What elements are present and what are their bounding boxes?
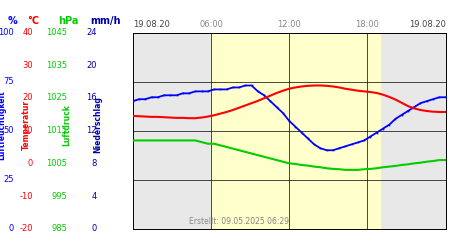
Text: 0: 0 (27, 159, 33, 168)
Text: 12: 12 (86, 126, 97, 135)
Text: mm/h: mm/h (90, 16, 121, 26)
Text: 1005: 1005 (46, 159, 68, 168)
Text: 1045: 1045 (46, 28, 68, 37)
Text: 18:00: 18:00 (356, 20, 379, 29)
Text: 75: 75 (3, 77, 14, 86)
Text: Luftdruck: Luftdruck (62, 104, 71, 146)
Text: 1015: 1015 (46, 126, 68, 135)
Text: Niederschlag: Niederschlag (94, 96, 103, 154)
Text: Erstellt: 09.05.2025 06:29: Erstellt: 09.05.2025 06:29 (189, 217, 289, 226)
Text: 0: 0 (91, 224, 97, 233)
Text: 30: 30 (22, 61, 33, 70)
Text: 0: 0 (9, 224, 14, 233)
Text: %: % (8, 16, 18, 26)
Text: 24: 24 (86, 28, 97, 37)
Text: 16: 16 (86, 94, 97, 102)
Text: 10: 10 (22, 126, 33, 135)
Text: -20: -20 (19, 224, 33, 233)
Text: 4: 4 (91, 192, 97, 200)
Text: 100: 100 (0, 28, 14, 37)
Text: 8: 8 (91, 159, 97, 168)
Text: 19.08.20: 19.08.20 (133, 20, 170, 29)
Text: 06:00: 06:00 (199, 20, 223, 29)
Text: 19.08.20: 19.08.20 (409, 20, 446, 29)
Bar (211, 32, 380, 229)
Text: -10: -10 (19, 192, 33, 200)
Text: 50: 50 (4, 126, 14, 135)
Text: hPa: hPa (58, 16, 79, 26)
Text: 995: 995 (52, 192, 68, 200)
Text: 1025: 1025 (46, 94, 68, 102)
Text: 12:00: 12:00 (277, 20, 301, 29)
Text: 40: 40 (22, 28, 33, 37)
Text: 985: 985 (52, 224, 68, 233)
Text: °C: °C (27, 16, 39, 26)
Text: 20: 20 (86, 61, 97, 70)
Text: 25: 25 (4, 175, 14, 184)
Text: 20: 20 (22, 94, 33, 102)
Text: Luftfeuchtigkeit: Luftfeuchtigkeit (0, 90, 7, 160)
Text: 1035: 1035 (46, 61, 68, 70)
Text: Temperatur: Temperatur (22, 100, 31, 150)
